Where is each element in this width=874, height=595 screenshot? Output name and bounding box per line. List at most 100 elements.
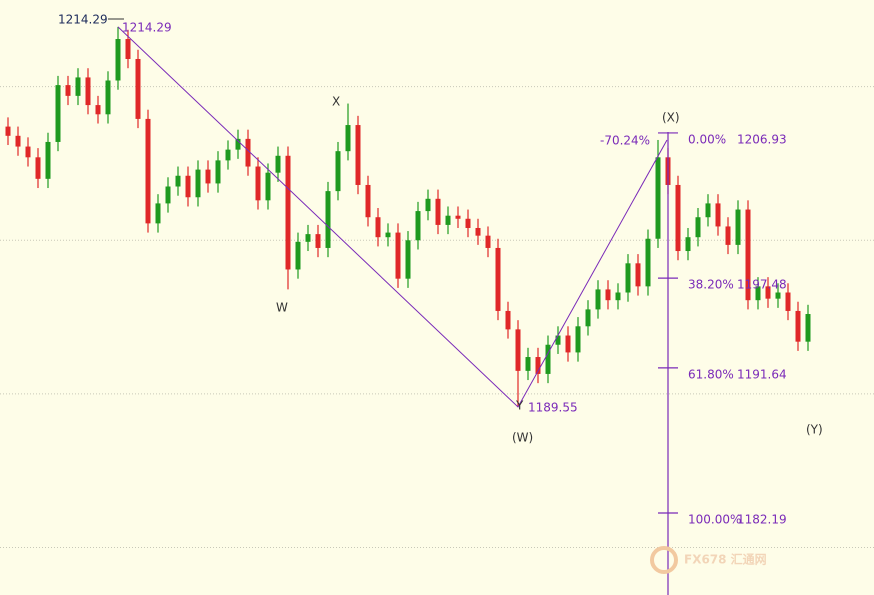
candle-body: [265, 172, 271, 201]
candle-body: [255, 166, 261, 201]
candle-body: [35, 157, 41, 179]
candle-body: [335, 151, 341, 192]
candle-body: [225, 149, 231, 161]
candle-body: [55, 85, 61, 142]
candle-body: [515, 329, 521, 371]
candle-body: [705, 203, 711, 218]
candle-body: [565, 335, 571, 353]
candle-body: [175, 175, 181, 187]
candle-body: [285, 155, 291, 270]
candle-body: [655, 157, 661, 239]
candle-body: [585, 309, 591, 327]
fib-price: 1191.64: [737, 367, 787, 381]
candle-body: [165, 186, 171, 204]
candle-body: [395, 232, 401, 279]
candle-body: [805, 314, 811, 342]
fib-ratio: 61.80%: [688, 367, 734, 381]
candle-body: [475, 227, 481, 236]
wave-label: (X): [662, 111, 680, 125]
candle-body: [535, 357, 541, 374]
candle-body: [65, 85, 71, 96]
candle-body: [455, 215, 461, 219]
candle-body: [245, 138, 251, 167]
candle-body: [795, 310, 801, 342]
low-label: 1189.55: [528, 401, 578, 415]
candle-body: [505, 310, 511, 330]
candle-body: [715, 203, 721, 227]
candle-body: [295, 241, 301, 270]
candle-body: [45, 141, 51, 179]
candle-body: [575, 326, 581, 353]
candle-body: [315, 234, 321, 248]
candle-body: [785, 292, 791, 311]
candle-body: [725, 226, 731, 245]
watermark-logo: [650, 546, 678, 574]
wave-label: (Y): [806, 423, 823, 437]
candle-body: [625, 263, 631, 293]
candle-body: [695, 217, 701, 238]
candle-body: [765, 286, 771, 299]
candle-body: [675, 184, 681, 252]
candle-body: [525, 357, 531, 371]
candle-body: [365, 184, 371, 218]
candle-body: [605, 289, 611, 301]
fib-ratio: 0.00%: [688, 132, 726, 146]
candle-body: [215, 160, 221, 184]
candle-body: [5, 126, 11, 136]
candle-body: [435, 198, 441, 225]
candle-body: [375, 217, 381, 238]
fib-price: 1197.48: [737, 278, 787, 292]
candle-body: [615, 292, 621, 301]
retracement-label: -70.24%: [600, 134, 650, 148]
watermark: FX678 汇通网: [684, 552, 767, 567]
candle-body: [595, 289, 601, 310]
candle-body: [345, 125, 351, 152]
high-label: 1214.29: [122, 21, 172, 35]
candle-body: [85, 77, 91, 106]
wave-label: X: [332, 95, 340, 109]
candle-body: [275, 155, 281, 173]
candle-body: [75, 77, 81, 96]
wave-label: (W): [512, 431, 533, 445]
candle-body: [235, 138, 241, 150]
candle-body: [135, 58, 141, 119]
candle-body: [545, 344, 551, 374]
wave-label: Y: [515, 399, 524, 413]
candle-body: [15, 135, 21, 147]
candle-body: [325, 191, 331, 248]
candle-body: [125, 39, 131, 59]
candle-body: [205, 169, 211, 184]
candle-body: [95, 105, 101, 115]
candle-body: [425, 198, 431, 212]
candle-body: [635, 263, 641, 287]
candle-body: [155, 203, 161, 224]
high-label: 1214.29: [58, 13, 108, 27]
candle-body: [185, 175, 191, 198]
fib-price: 1206.93: [737, 132, 787, 146]
candle-body: [195, 169, 201, 198]
candle-body: [355, 125, 361, 185]
fib-price: 1182.19: [737, 513, 787, 527]
wave-label: W: [276, 301, 288, 315]
candle-body: [685, 237, 691, 252]
candle-body: [115, 39, 121, 81]
candle-body: [555, 335, 561, 345]
fib-ratio: 100.00%: [688, 513, 741, 527]
candle-body: [745, 209, 751, 301]
candle-body: [445, 215, 451, 225]
candle-body: [645, 238, 651, 287]
candle-body: [775, 292, 781, 299]
candle-body: [145, 118, 151, 224]
candle-body: [735, 209, 741, 245]
candle-body: [385, 232, 391, 238]
candle-body: [25, 146, 31, 158]
candle-body: [755, 286, 761, 301]
wave-line: [117, 26, 668, 408]
candle-body: [415, 211, 421, 241]
candle-body: [105, 80, 111, 115]
candle-body: [465, 218, 471, 228]
candle-body: [495, 247, 501, 311]
candle-body: [485, 235, 491, 248]
